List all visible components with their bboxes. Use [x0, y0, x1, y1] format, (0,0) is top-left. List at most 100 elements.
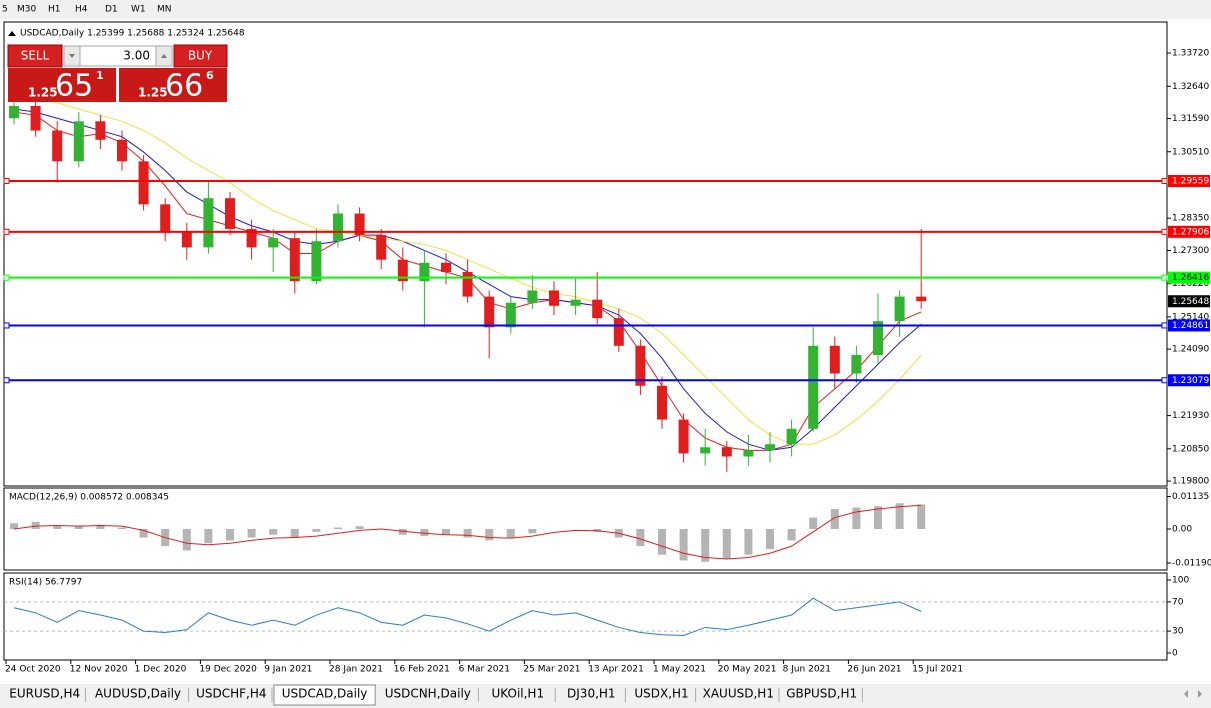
macd-bar	[204, 528, 213, 544]
level-handle[interactable]	[1161, 228, 1168, 235]
ask-small: 6	[206, 69, 214, 82]
y-tick-label: 1.26220	[1172, 279, 1209, 289]
tab-right[interactable]	[1198, 690, 1202, 698]
macd-bar	[247, 528, 256, 538]
tab-label[interactable]: XAUUSD,H1	[703, 687, 774, 701]
timeframe[interactable]: H1	[48, 5, 61, 15]
macd-bar	[398, 528, 407, 535]
macd-bar	[312, 528, 321, 532]
y-tick-label: 1.28350	[1172, 214, 1209, 224]
y-tick-label: 1.27300	[1172, 246, 1209, 256]
candle-body	[678, 419, 689, 454]
tab-label[interactable]: AUDUSD,Daily	[95, 687, 181, 701]
timeframe[interactable]: H4	[75, 5, 88, 15]
tab-label[interactable]: DJ30,H1	[567, 687, 616, 701]
timeframe[interactable]: 5	[2, 5, 8, 15]
y-tick-label: -0.011904	[1172, 558, 1211, 568]
level-handle[interactable]	[3, 377, 10, 384]
candle-body	[721, 447, 732, 457]
candle-body	[73, 121, 84, 162]
level-handle[interactable]	[1161, 322, 1168, 329]
macd-bar	[830, 508, 839, 529]
macd-bar	[895, 503, 904, 529]
tab-label[interactable]: USDCAD,Daily	[282, 687, 368, 701]
tab-label[interactable]: USDCNH,Daily	[385, 687, 471, 701]
tab[interactable]	[480, 685, 556, 705]
ask-prefix: 1.25	[138, 86, 168, 100]
trade-panel: SELL 3.00 BUY 1.25 65 1 1.25 66 6	[7, 44, 228, 104]
macd-bar	[744, 528, 753, 555]
level-handle[interactable]	[3, 322, 10, 329]
y-tick-label: 1.32640	[1172, 82, 1209, 92]
macd-bar	[420, 528, 429, 537]
bid-box[interactable]	[8, 68, 116, 102]
y-tick-label: 1.30510	[1172, 147, 1209, 157]
up-arrow	[161, 54, 167, 58]
buy-button[interactable]	[173, 44, 228, 68]
x-tick-label: 6 Mar 2021	[459, 665, 510, 675]
rsi-line	[13, 597, 922, 636]
x-tick-label: 16 Feb 2021	[394, 665, 450, 675]
timeframe[interactable]: MN	[157, 5, 172, 15]
candle-body	[30, 105, 41, 131]
tab-label[interactable]: EURUSD,H4	[9, 687, 80, 701]
level-handle[interactable]	[3, 274, 10, 281]
candle-body	[203, 198, 214, 248]
level-handle[interactable]	[3, 178, 10, 185]
candle-body	[462, 271, 473, 297]
candle-body	[570, 299, 581, 306]
tab-left[interactable]	[1184, 690, 1188, 698]
sell-button[interactable]	[7, 44, 63, 68]
macd-bar	[809, 517, 818, 529]
candle-body	[743, 450, 754, 457]
signal-line	[13, 504, 922, 560]
level-tag	[1168, 175, 1210, 188]
x-tick-label: 9 Jan 2021	[264, 665, 312, 675]
y-tick-label: 70	[1172, 597, 1184, 607]
timeframe[interactable]: W1	[131, 5, 146, 15]
tab[interactable]	[377, 685, 479, 705]
x-tick-label: 8 Jun 2021	[783, 665, 831, 675]
price-tag	[1168, 295, 1210, 308]
level-label: 1.27906	[1172, 227, 1209, 237]
tab[interactable]	[190, 685, 272, 705]
down-arrow	[69, 54, 75, 58]
tab[interactable]	[4, 685, 86, 705]
level-handle[interactable]	[3, 228, 10, 235]
macd-bar	[528, 528, 537, 534]
candle-body	[333, 213, 343, 242]
tab[interactable]	[697, 685, 779, 705]
tab[interactable]	[557, 685, 626, 705]
macd-bar	[442, 528, 450, 535]
tab-label[interactable]: UKOil,H1	[492, 687, 545, 701]
x-tick-label: 25 Mar 2021	[523, 665, 580, 675]
collapse-icon[interactable]	[8, 31, 16, 36]
candle-body	[225, 198, 235, 229]
macd-bar	[506, 528, 515, 538]
y-tick-label: 1.24090	[1172, 345, 1209, 355]
tab-label[interactable]: USDX,H1	[634, 687, 688, 701]
y-tick-label: 1.21930	[1172, 411, 1209, 421]
timeframe[interactable]: M30	[17, 5, 36, 15]
level-handle[interactable]	[1161, 274, 1168, 281]
candle-body	[829, 345, 840, 374]
sell-label: SELL	[21, 49, 50, 63]
tab[interactable]	[87, 685, 189, 705]
candle-body	[397, 259, 408, 282]
macd-bar	[636, 528, 645, 547]
rsi-pane	[3, 572, 1168, 661]
tab-label[interactable]: USDCHF,H4	[196, 687, 266, 701]
x-tick-label: 19 Dec 2020	[199, 665, 257, 675]
level-handle[interactable]	[1161, 178, 1168, 185]
candle-body	[894, 296, 905, 322]
timeframe[interactable]: D1	[105, 5, 118, 15]
macd-bar	[10, 523, 18, 529]
macd-bar	[852, 507, 861, 529]
level-handle[interactable]	[1161, 377, 1168, 384]
tab-label[interactable]: GBPUSD,H1	[786, 687, 857, 701]
ask-box[interactable]	[119, 68, 227, 102]
tab[interactable]	[627, 685, 696, 705]
tab[interactable]	[781, 685, 863, 705]
volume-value: 3.00	[123, 49, 150, 63]
y-tick-label: 0.00	[1172, 524, 1192, 534]
